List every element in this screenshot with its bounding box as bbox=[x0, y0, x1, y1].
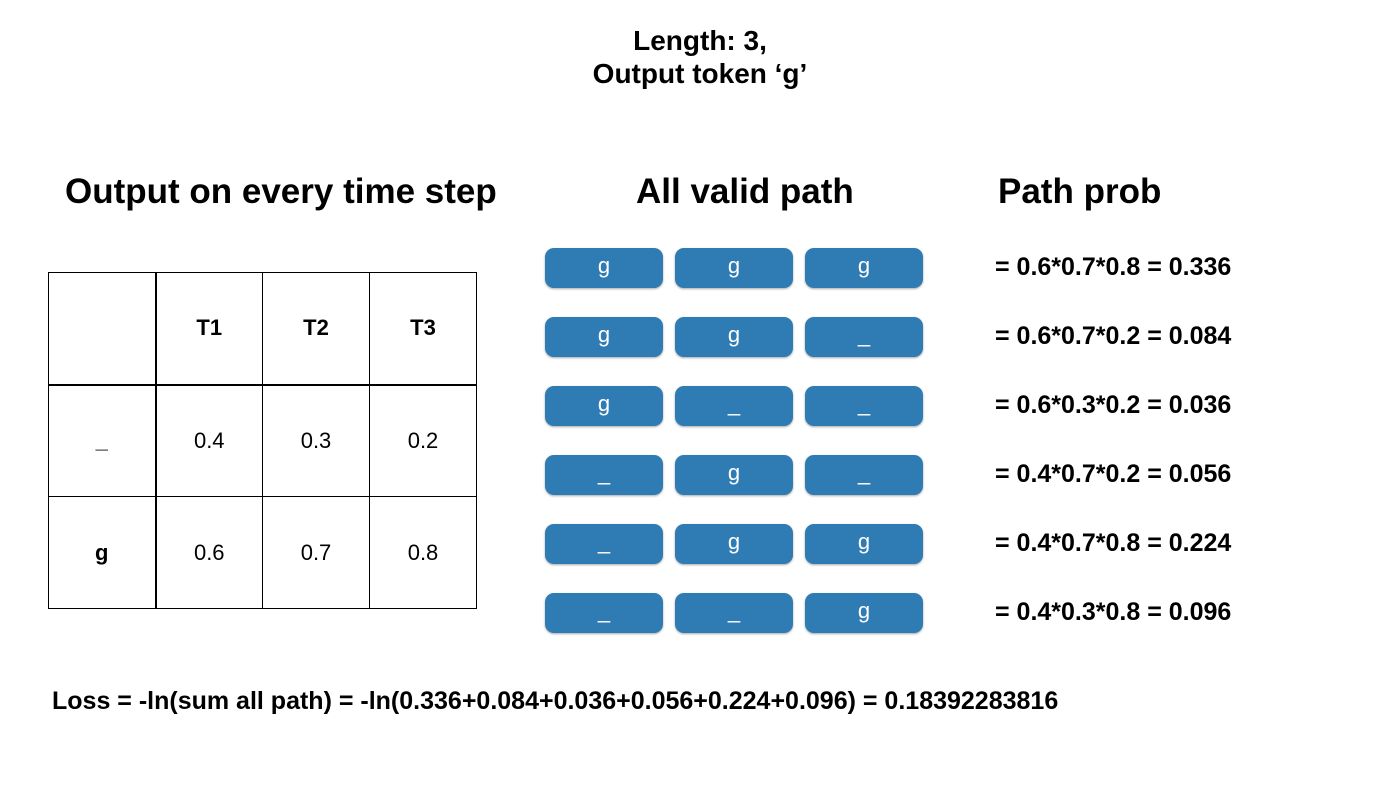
token-box: g bbox=[805, 248, 923, 288]
token-box: g bbox=[675, 524, 793, 564]
token-box: _ bbox=[805, 455, 923, 495]
row-label-blank: _ bbox=[48, 384, 157, 497]
table-cell: 0.4 bbox=[155, 384, 263, 497]
title-length: Length: 3, bbox=[633, 25, 767, 56]
path-row: g g _ bbox=[545, 317, 923, 357]
token-box: g bbox=[545, 386, 663, 426]
token-box: _ bbox=[805, 386, 923, 426]
token-box: _ bbox=[545, 455, 663, 495]
slide-title: Length: 3, Output token ‘g’ bbox=[0, 24, 1400, 90]
path-prob-line: = 0.6*0.3*0.2 = 0.036 bbox=[995, 391, 1232, 419]
token-box: _ bbox=[675, 386, 793, 426]
token-box: g bbox=[675, 248, 793, 288]
path-row: g _ _ bbox=[545, 386, 923, 426]
path-row: g g g bbox=[545, 248, 923, 288]
probability-table: T1 T2 T3 _ 0.4 0.3 0.2 g 0.6 0.7 0.8 bbox=[48, 272, 477, 609]
heading-path-prob: Path prob bbox=[998, 172, 1162, 211]
token-box: g bbox=[545, 317, 663, 357]
token-box: _ bbox=[805, 317, 923, 357]
table-header-t1: T1 bbox=[155, 272, 263, 386]
token-box: _ bbox=[545, 593, 663, 633]
table-cell: 0.3 bbox=[262, 384, 370, 497]
token-box: g bbox=[675, 455, 793, 495]
token-box: _ bbox=[545, 524, 663, 564]
title-output-token: Output token ‘g’ bbox=[592, 58, 808, 89]
table-row-g: g 0.6 0.7 0.8 bbox=[48, 496, 477, 609]
path-row: _ g _ bbox=[545, 455, 923, 495]
path-prob-line: = 0.6*0.7*0.8 = 0.336 bbox=[995, 253, 1232, 281]
table-row-blank: _ 0.4 0.3 0.2 bbox=[48, 384, 477, 497]
path-prob-line: = 0.4*0.3*0.8 = 0.096 bbox=[995, 598, 1232, 626]
path-row: _ g g bbox=[545, 524, 923, 564]
loss-formula: Loss = -ln(sum all path) = -ln(0.336+0.0… bbox=[52, 687, 1059, 715]
token-box: g bbox=[675, 317, 793, 357]
path-prob-line: = 0.6*0.7*0.2 = 0.084 bbox=[995, 322, 1232, 350]
table-header-t3: T3 bbox=[369, 272, 477, 386]
heading-output-per-step: Output on every time step bbox=[65, 172, 497, 211]
row-label-g: g bbox=[48, 496, 157, 609]
table-cell: 0.7 bbox=[262, 496, 370, 609]
table-header-t2: T2 bbox=[262, 272, 370, 386]
path-prob-list: = 0.6*0.7*0.8 = 0.336 = 0.6*0.7*0.2 = 0.… bbox=[995, 250, 1231, 664]
path-row: _ _ g bbox=[545, 593, 923, 633]
token-box: g bbox=[805, 593, 923, 633]
token-box: g bbox=[805, 524, 923, 564]
token-box: _ bbox=[675, 593, 793, 633]
token-box: g bbox=[545, 248, 663, 288]
path-prob-line: = 0.4*0.7*0.8 = 0.224 bbox=[995, 529, 1232, 557]
table-header-row: T1 T2 T3 bbox=[48, 272, 477, 386]
path-prob-line: = 0.4*0.7*0.2 = 0.056 bbox=[995, 460, 1232, 488]
table-cell: 0.8 bbox=[369, 496, 477, 609]
table-cell: 0.2 bbox=[369, 384, 477, 497]
heading-valid-paths: All valid path bbox=[636, 172, 854, 211]
table-corner-cell bbox=[48, 272, 157, 386]
table-cell: 0.6 bbox=[155, 496, 263, 609]
valid-paths-grid: g g g g g _ g _ _ _ g _ _ g g _ _ g bbox=[545, 248, 923, 662]
